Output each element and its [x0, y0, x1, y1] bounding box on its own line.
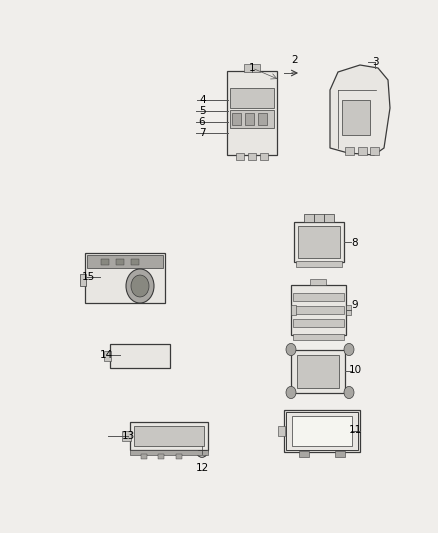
Bar [293, 334, 343, 340]
Text: 5: 5 [199, 106, 205, 116]
Bar [290, 285, 346, 335]
Text: 2: 2 [292, 55, 298, 65]
Text: 7: 7 [199, 128, 205, 138]
Bar [290, 305, 296, 315]
Bar [227, 71, 277, 155]
Text: 8: 8 [352, 238, 358, 248]
Bar [314, 214, 324, 222]
Bar [370, 147, 379, 155]
Bar [292, 416, 352, 446]
Bar [345, 147, 354, 155]
Bar [284, 410, 360, 452]
Bar [104, 351, 111, 361]
Text: 15: 15 [81, 272, 95, 282]
Bar [232, 113, 241, 125]
Circle shape [344, 343, 354, 356]
Bar [278, 426, 285, 436]
Bar [80, 274, 86, 286]
Bar [304, 214, 314, 222]
Bar [236, 154, 244, 160]
Bar [245, 113, 254, 125]
Text: 1: 1 [249, 63, 255, 73]
Bar [346, 305, 350, 315]
Bar [342, 100, 370, 135]
Bar [294, 222, 344, 262]
Bar [258, 113, 267, 125]
Bar [358, 147, 367, 155]
Bar [248, 154, 256, 160]
Text: 14: 14 [99, 350, 113, 360]
Bar [116, 259, 124, 265]
Circle shape [286, 343, 296, 356]
Bar [230, 110, 274, 128]
Bar [293, 306, 343, 314]
Circle shape [126, 269, 154, 303]
Bar [101, 259, 109, 265]
Bar [141, 454, 147, 459]
Bar [291, 350, 345, 392]
Text: 13: 13 [121, 431, 134, 441]
Bar [293, 319, 343, 327]
Bar [296, 261, 342, 267]
Bar [324, 214, 334, 222]
Text: 10: 10 [349, 365, 361, 375]
Text: 9: 9 [352, 300, 358, 310]
Bar [299, 451, 309, 457]
Bar [244, 63, 260, 71]
Circle shape [131, 275, 149, 297]
Bar [230, 88, 274, 108]
Bar [176, 454, 182, 459]
Bar [335, 451, 345, 457]
Bar [158, 454, 164, 459]
Bar [131, 259, 139, 265]
Bar [293, 293, 343, 301]
Circle shape [196, 443, 208, 457]
Text: 6: 6 [199, 117, 205, 127]
Circle shape [344, 386, 354, 399]
Bar [130, 422, 208, 450]
Bar [87, 255, 163, 268]
Circle shape [286, 386, 296, 399]
Bar [310, 279, 326, 285]
Bar [110, 344, 170, 368]
Bar [122, 431, 131, 441]
Polygon shape [330, 65, 390, 155]
Text: 12: 12 [195, 463, 208, 473]
Bar [297, 354, 339, 387]
Text: 4: 4 [200, 95, 206, 105]
Text: 3: 3 [372, 57, 378, 67]
Bar [260, 154, 268, 160]
Bar [130, 450, 208, 455]
Bar [298, 226, 340, 258]
Bar [134, 426, 204, 446]
Bar [85, 253, 165, 303]
Bar [286, 412, 358, 450]
Text: 11: 11 [348, 425, 362, 435]
